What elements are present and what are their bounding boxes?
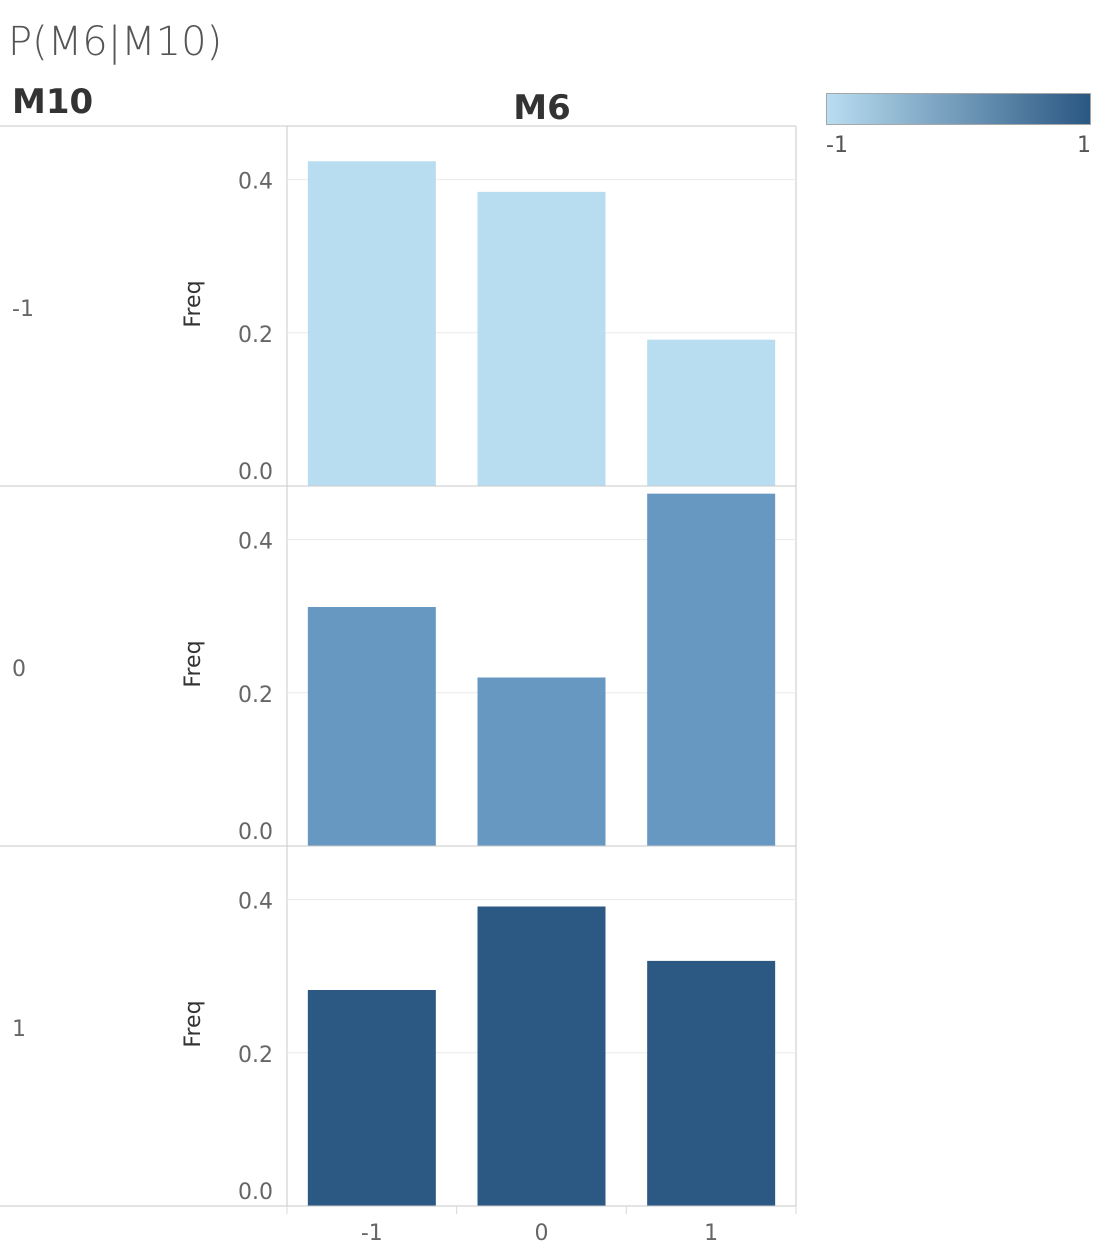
y-axis-title: Freq [181,280,206,327]
bar-m6--1 [307,161,436,486]
y-tick-label: 0.2 [238,323,273,348]
y-tick-label: 0.4 [238,530,273,555]
x-tick-label: -1 [361,1221,383,1246]
panel-m10-0: 0.0 0.2 0.4 Freq 0 [0,493,796,847]
faceted-bar-chart: 0.0 0.2 0.4 Freq -1 0.0 0.2 0.4 Freq 0 0.0 0.2 0.4 Fr… [0,125,797,1246]
row-field-header: M10 [12,82,94,122]
y-tick-label: 0.0 [238,460,273,485]
row-label: 1 [12,1017,26,1042]
panel-m10--1: 0.0 0.2 0.4 Freq -1 [0,161,796,487]
bar-m6-0 [477,191,606,486]
legend-max-label: 1 [1077,133,1091,158]
y-tick-label: 0.4 [238,170,273,195]
bar-m6-1 [647,960,776,1206]
x-tick-label: 1 [704,1221,718,1246]
panel-m10-1: 0.0 0.2 0.4 Freq 1 [0,890,796,1207]
column-field-header: M6 [513,88,571,128]
color-legend: -1 1 [826,93,1091,158]
y-axis-title: Freq [181,1000,206,1047]
color-legend-gradient [826,93,1091,125]
legend-min-label: -1 [826,133,848,158]
bar-m6--1 [307,607,436,846]
y-tick-label: 0.2 [238,1043,273,1068]
bar-m6-1 [647,339,776,486]
y-tick-label: 0.2 [238,683,273,708]
y-tick-label: 0.4 [238,890,273,915]
row-label: 0 [12,657,26,682]
row-label: -1 [12,297,34,322]
bar-m6--1 [307,990,436,1206]
y-axis-title: Freq [181,640,206,687]
y-tick-label: 0.0 [238,1180,273,1205]
chart-title: P(M6|M10) [8,19,223,65]
bar-m6-1 [647,493,776,846]
bar-m6-0 [477,677,606,846]
y-tick-label: 0.0 [238,820,273,845]
bar-m6-0 [477,906,606,1206]
x-tick-label: 0 [535,1221,549,1246]
